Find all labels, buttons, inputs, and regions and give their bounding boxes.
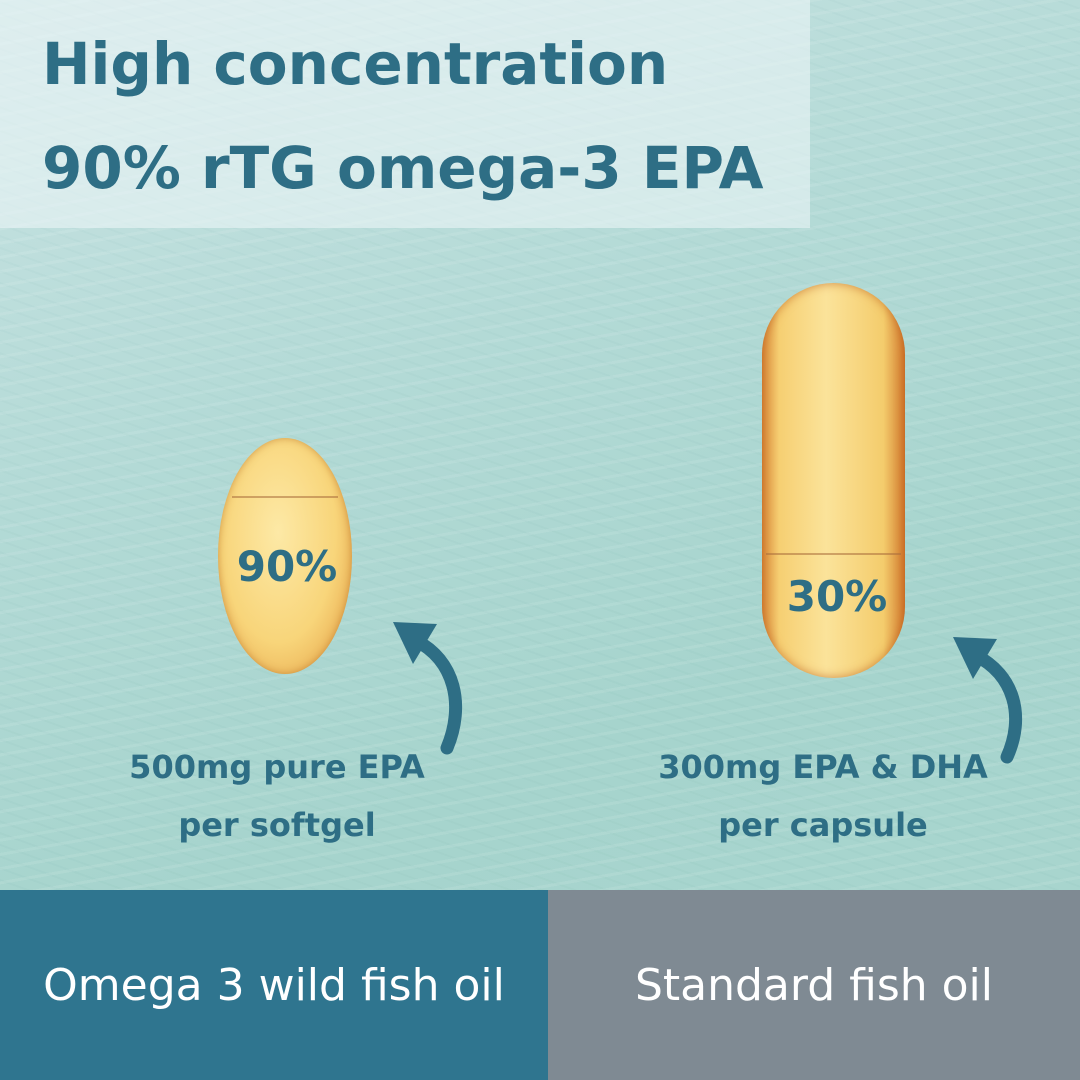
softgel-level-line — [232, 496, 338, 498]
curved-arrow-icon — [953, 637, 1023, 764]
title-box: High concentration 90% rTG omega-3 EPA — [0, 0, 810, 228]
softgel-label: 500mg pure EPA per softgel — [67, 738, 487, 854]
capsule-label: 300mg EPA & DHA per capsule — [613, 738, 1033, 854]
softgel-percent: 90% — [236, 542, 338, 591]
softgel-label-line-1: 500mg pure EPA — [129, 748, 425, 786]
product-name-standard: Standard fish oil — [548, 890, 1080, 1080]
softgel-image — [218, 438, 352, 674]
softgel-label-line-2: per softgel — [178, 806, 376, 844]
capsule-label-line-1: 300mg EPA & DHA — [658, 748, 988, 786]
capsule-image — [762, 283, 905, 678]
product-name-omega3: Omega 3 wild fish oil — [0, 890, 548, 1080]
capsule-percent: 30% — [786, 572, 888, 621]
capsule-level-line — [766, 553, 901, 555]
title-line-1: High concentration — [42, 30, 669, 98]
curved-arrow-icon — [393, 622, 463, 755]
capsule-label-line-2: per capsule — [718, 806, 928, 844]
title-line-2: 90% rTG omega-3 EPA — [42, 134, 764, 202]
